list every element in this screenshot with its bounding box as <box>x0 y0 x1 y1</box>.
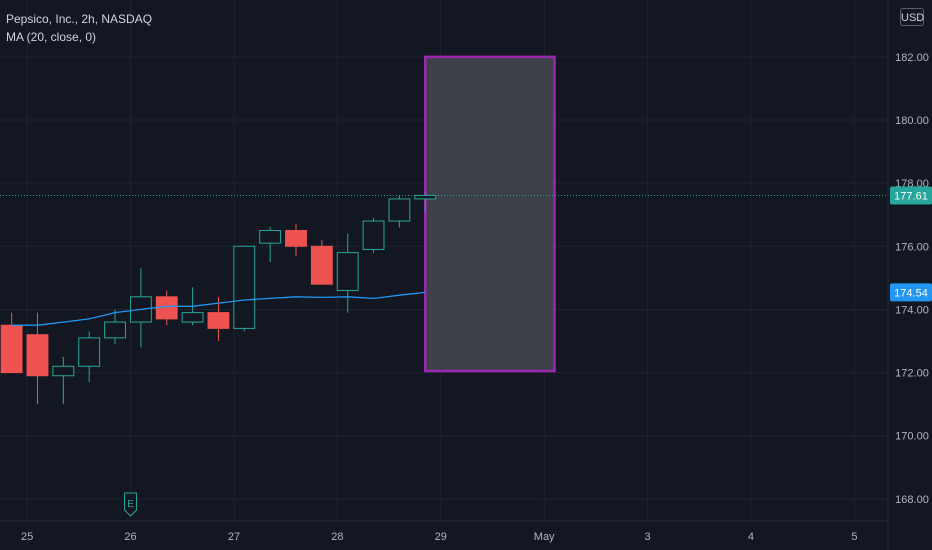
candle-body[interactable] <box>207 312 230 329</box>
time-axis-label: 29 <box>435 531 447 543</box>
last-price-badge <box>890 186 932 205</box>
time-axis-label: 28 <box>331 531 343 543</box>
time-axis-label: 27 <box>228 531 240 543</box>
rectangle-drawing[interactable] <box>424 55 556 373</box>
candle-body[interactable] <box>52 365 75 377</box>
symbol-title[interactable]: Pepsico, Inc., 2h, NASDAQ <box>6 12 153 26</box>
time-axis-label: 3 <box>645 531 651 543</box>
candle-body[interactable] <box>155 296 178 320</box>
time-axis-label: 26 <box>124 531 136 543</box>
time-axis-label: 4 <box>748 531 754 543</box>
time-axis-label: 25 <box>21 531 33 543</box>
candle-body[interactable] <box>388 198 411 222</box>
earnings-event-icon[interactable] <box>124 492 138 517</box>
chart-legend: Pepsico, Inc., 2h, NASDAQ MA (20, close,… <box>6 10 152 46</box>
time-axis-label: 5 <box>851 531 857 543</box>
ma-value-badge-label: 174.54 <box>894 287 928 299</box>
time-axis-label: May <box>534 531 555 543</box>
price-axis-label: 170.00 <box>895 431 929 443</box>
earnings-event-label: E <box>127 499 134 510</box>
price-axis-label: 172.00 <box>895 368 929 380</box>
price-axis-label: 174.00 <box>895 304 929 316</box>
candle-body[interactable] <box>181 312 204 323</box>
indicator-label[interactable]: MA (20, close, 0) <box>6 30 97 44</box>
price-axis-label: 182.00 <box>895 52 929 64</box>
last-price-badge-label: 177.61 <box>894 190 928 202</box>
candle-body[interactable] <box>336 252 359 291</box>
candle-body[interactable] <box>233 245 256 329</box>
candle-body[interactable] <box>310 245 333 285</box>
candle-body[interactable] <box>414 194 437 200</box>
candle-body[interactable] <box>104 321 126 339</box>
candle-body[interactable] <box>26 334 49 377</box>
candle-body[interactable] <box>362 220 385 250</box>
price-axis-label: 168.00 <box>895 494 929 506</box>
candle-body[interactable] <box>78 337 101 367</box>
candle-body[interactable] <box>0 324 23 374</box>
candle-body[interactable] <box>259 230 282 244</box>
ma-value-badge <box>890 283 932 302</box>
price-axis-label: 176.00 <box>895 241 929 253</box>
candle-body[interactable] <box>285 230 307 247</box>
price-axis-label: 180.00 <box>895 115 929 127</box>
ma-line[interactable] <box>11 291 426 326</box>
currency-button[interactable]: USD <box>900 8 924 26</box>
